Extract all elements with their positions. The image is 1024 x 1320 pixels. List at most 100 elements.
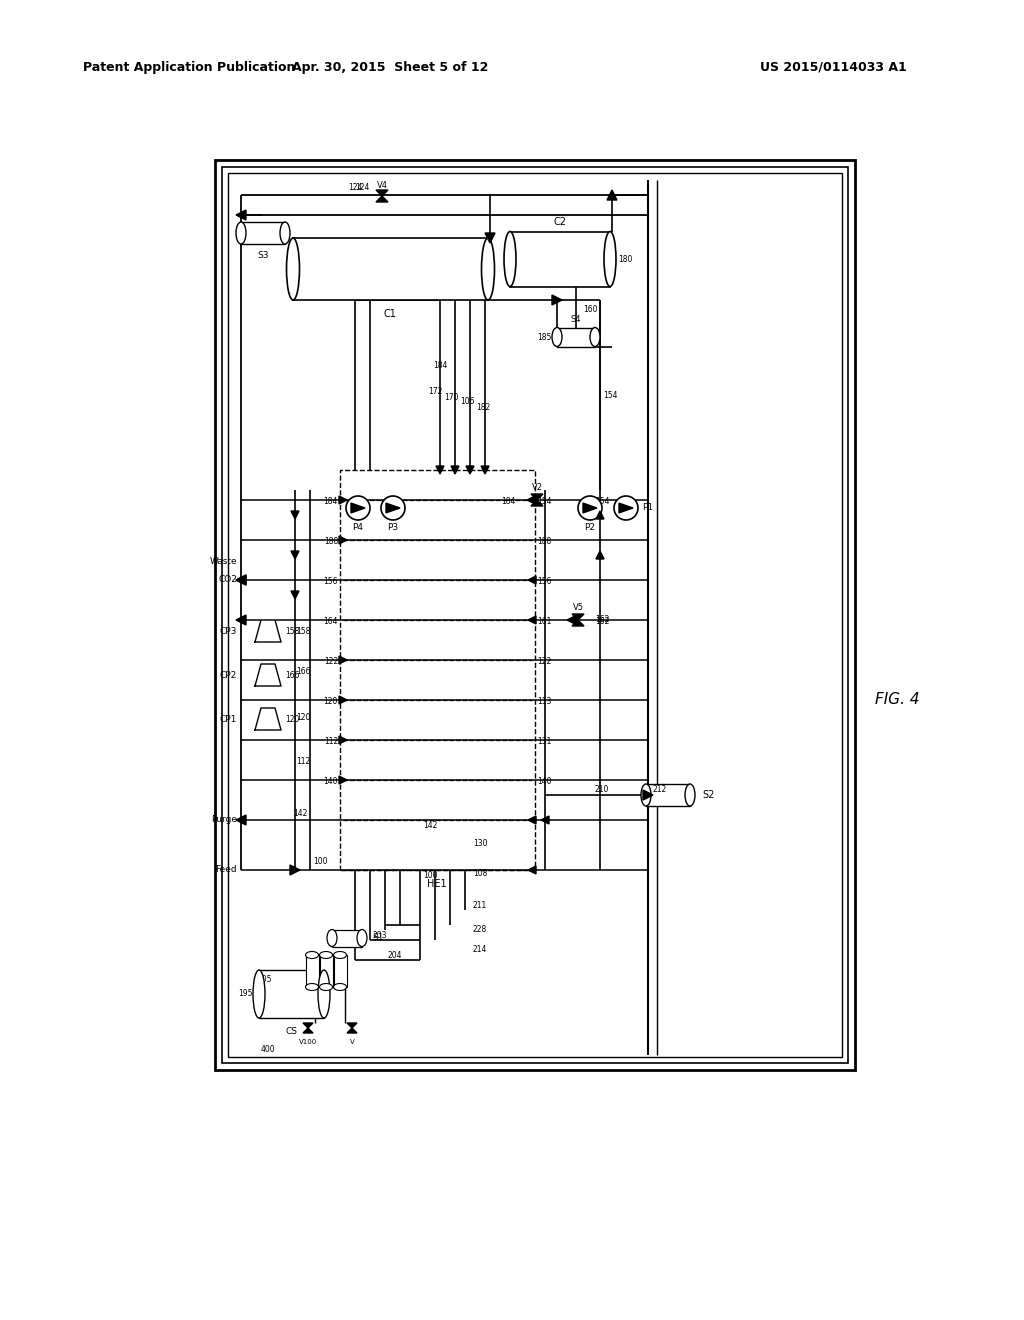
Text: 131: 131 — [537, 738, 551, 747]
Polygon shape — [236, 615, 246, 624]
Text: 212: 212 — [653, 785, 667, 795]
Bar — [306, 954, 319, 987]
Text: Purge: Purge — [211, 816, 237, 825]
Text: 166: 166 — [285, 671, 299, 680]
Text: 100: 100 — [423, 870, 437, 879]
Ellipse shape — [604, 231, 616, 286]
Text: 211: 211 — [473, 900, 487, 909]
Text: 172: 172 — [428, 388, 442, 396]
Polygon shape — [451, 466, 459, 474]
Polygon shape — [583, 503, 597, 513]
Polygon shape — [436, 466, 444, 474]
Ellipse shape — [334, 983, 346, 990]
Text: S2: S2 — [702, 789, 715, 800]
Text: 195: 195 — [239, 990, 253, 998]
Polygon shape — [303, 1023, 313, 1028]
Ellipse shape — [552, 327, 562, 346]
Text: 124: 124 — [354, 182, 370, 191]
Polygon shape — [386, 503, 400, 513]
Circle shape — [614, 496, 638, 520]
Text: 162: 162 — [595, 618, 609, 627]
Circle shape — [578, 496, 602, 520]
Polygon shape — [531, 500, 543, 506]
Text: 100: 100 — [312, 858, 328, 866]
Text: 160: 160 — [583, 305, 597, 314]
Polygon shape — [376, 190, 388, 195]
Bar — [293, 238, 488, 300]
Polygon shape — [339, 737, 347, 744]
Polygon shape — [528, 866, 536, 874]
Text: 156: 156 — [537, 578, 552, 586]
Text: 154: 154 — [603, 391, 617, 400]
Text: P2: P2 — [585, 523, 596, 532]
Bar — [241, 222, 285, 244]
Text: 170: 170 — [443, 392, 459, 401]
Text: V2: V2 — [531, 483, 543, 492]
Text: 228: 228 — [473, 925, 487, 935]
Text: C2: C2 — [554, 216, 566, 227]
Polygon shape — [347, 1028, 357, 1034]
Ellipse shape — [357, 929, 367, 946]
Polygon shape — [531, 494, 543, 500]
Polygon shape — [339, 496, 347, 504]
Ellipse shape — [327, 929, 337, 946]
Text: 140: 140 — [324, 777, 338, 787]
Ellipse shape — [685, 784, 695, 807]
Polygon shape — [528, 616, 536, 624]
Polygon shape — [236, 576, 246, 585]
Polygon shape — [290, 865, 300, 875]
Text: FIG. 4: FIG. 4 — [874, 693, 920, 708]
Text: 140: 140 — [537, 777, 552, 787]
Text: 214: 214 — [473, 945, 487, 954]
Text: 120: 120 — [324, 697, 338, 706]
Text: V5: V5 — [572, 603, 584, 612]
Bar — [222, 168, 848, 1063]
Polygon shape — [485, 234, 495, 243]
Text: P3: P3 — [387, 523, 398, 532]
Polygon shape — [236, 814, 246, 825]
Text: V100: V100 — [299, 1039, 317, 1045]
Bar — [334, 954, 347, 987]
Polygon shape — [255, 620, 281, 642]
Text: Apr. 30, 2015  Sheet 5 of 12: Apr. 30, 2015 Sheet 5 of 12 — [292, 61, 488, 74]
Text: 122: 122 — [537, 657, 551, 667]
Text: 124: 124 — [348, 183, 362, 193]
Text: 188: 188 — [324, 537, 338, 546]
Text: 205: 205 — [258, 975, 272, 985]
Text: 184: 184 — [502, 496, 516, 506]
Polygon shape — [303, 1028, 313, 1034]
Text: 130: 130 — [473, 838, 487, 847]
Text: 164: 164 — [324, 618, 338, 627]
Polygon shape — [541, 816, 549, 824]
Bar — [557, 327, 595, 347]
Text: US 2015/0114033 A1: US 2015/0114033 A1 — [760, 61, 906, 74]
Ellipse shape — [334, 952, 346, 958]
Text: Patent Application Publication: Patent Application Publication — [83, 61, 295, 74]
Ellipse shape — [641, 784, 651, 807]
Text: Waste: Waste — [209, 557, 237, 566]
Ellipse shape — [319, 952, 333, 958]
Text: 112: 112 — [324, 738, 338, 747]
Bar — [510, 232, 610, 286]
Text: 180: 180 — [618, 255, 633, 264]
Polygon shape — [618, 503, 633, 513]
Text: 203: 203 — [373, 931, 387, 940]
Text: CP1: CP1 — [219, 714, 237, 723]
Text: 166: 166 — [296, 668, 310, 676]
Polygon shape — [339, 776, 347, 784]
Polygon shape — [339, 656, 347, 664]
Text: V: V — [349, 1039, 354, 1045]
Polygon shape — [376, 195, 388, 202]
Text: 184: 184 — [433, 360, 447, 370]
Bar — [259, 970, 324, 1018]
Polygon shape — [572, 620, 584, 626]
Text: 106: 106 — [460, 397, 474, 407]
Polygon shape — [607, 190, 617, 201]
Text: 158: 158 — [285, 627, 299, 635]
Ellipse shape — [305, 952, 318, 958]
Ellipse shape — [287, 238, 299, 300]
Polygon shape — [339, 696, 347, 704]
Ellipse shape — [319, 983, 333, 990]
Ellipse shape — [481, 238, 495, 300]
Text: CS: CS — [285, 1027, 297, 1035]
